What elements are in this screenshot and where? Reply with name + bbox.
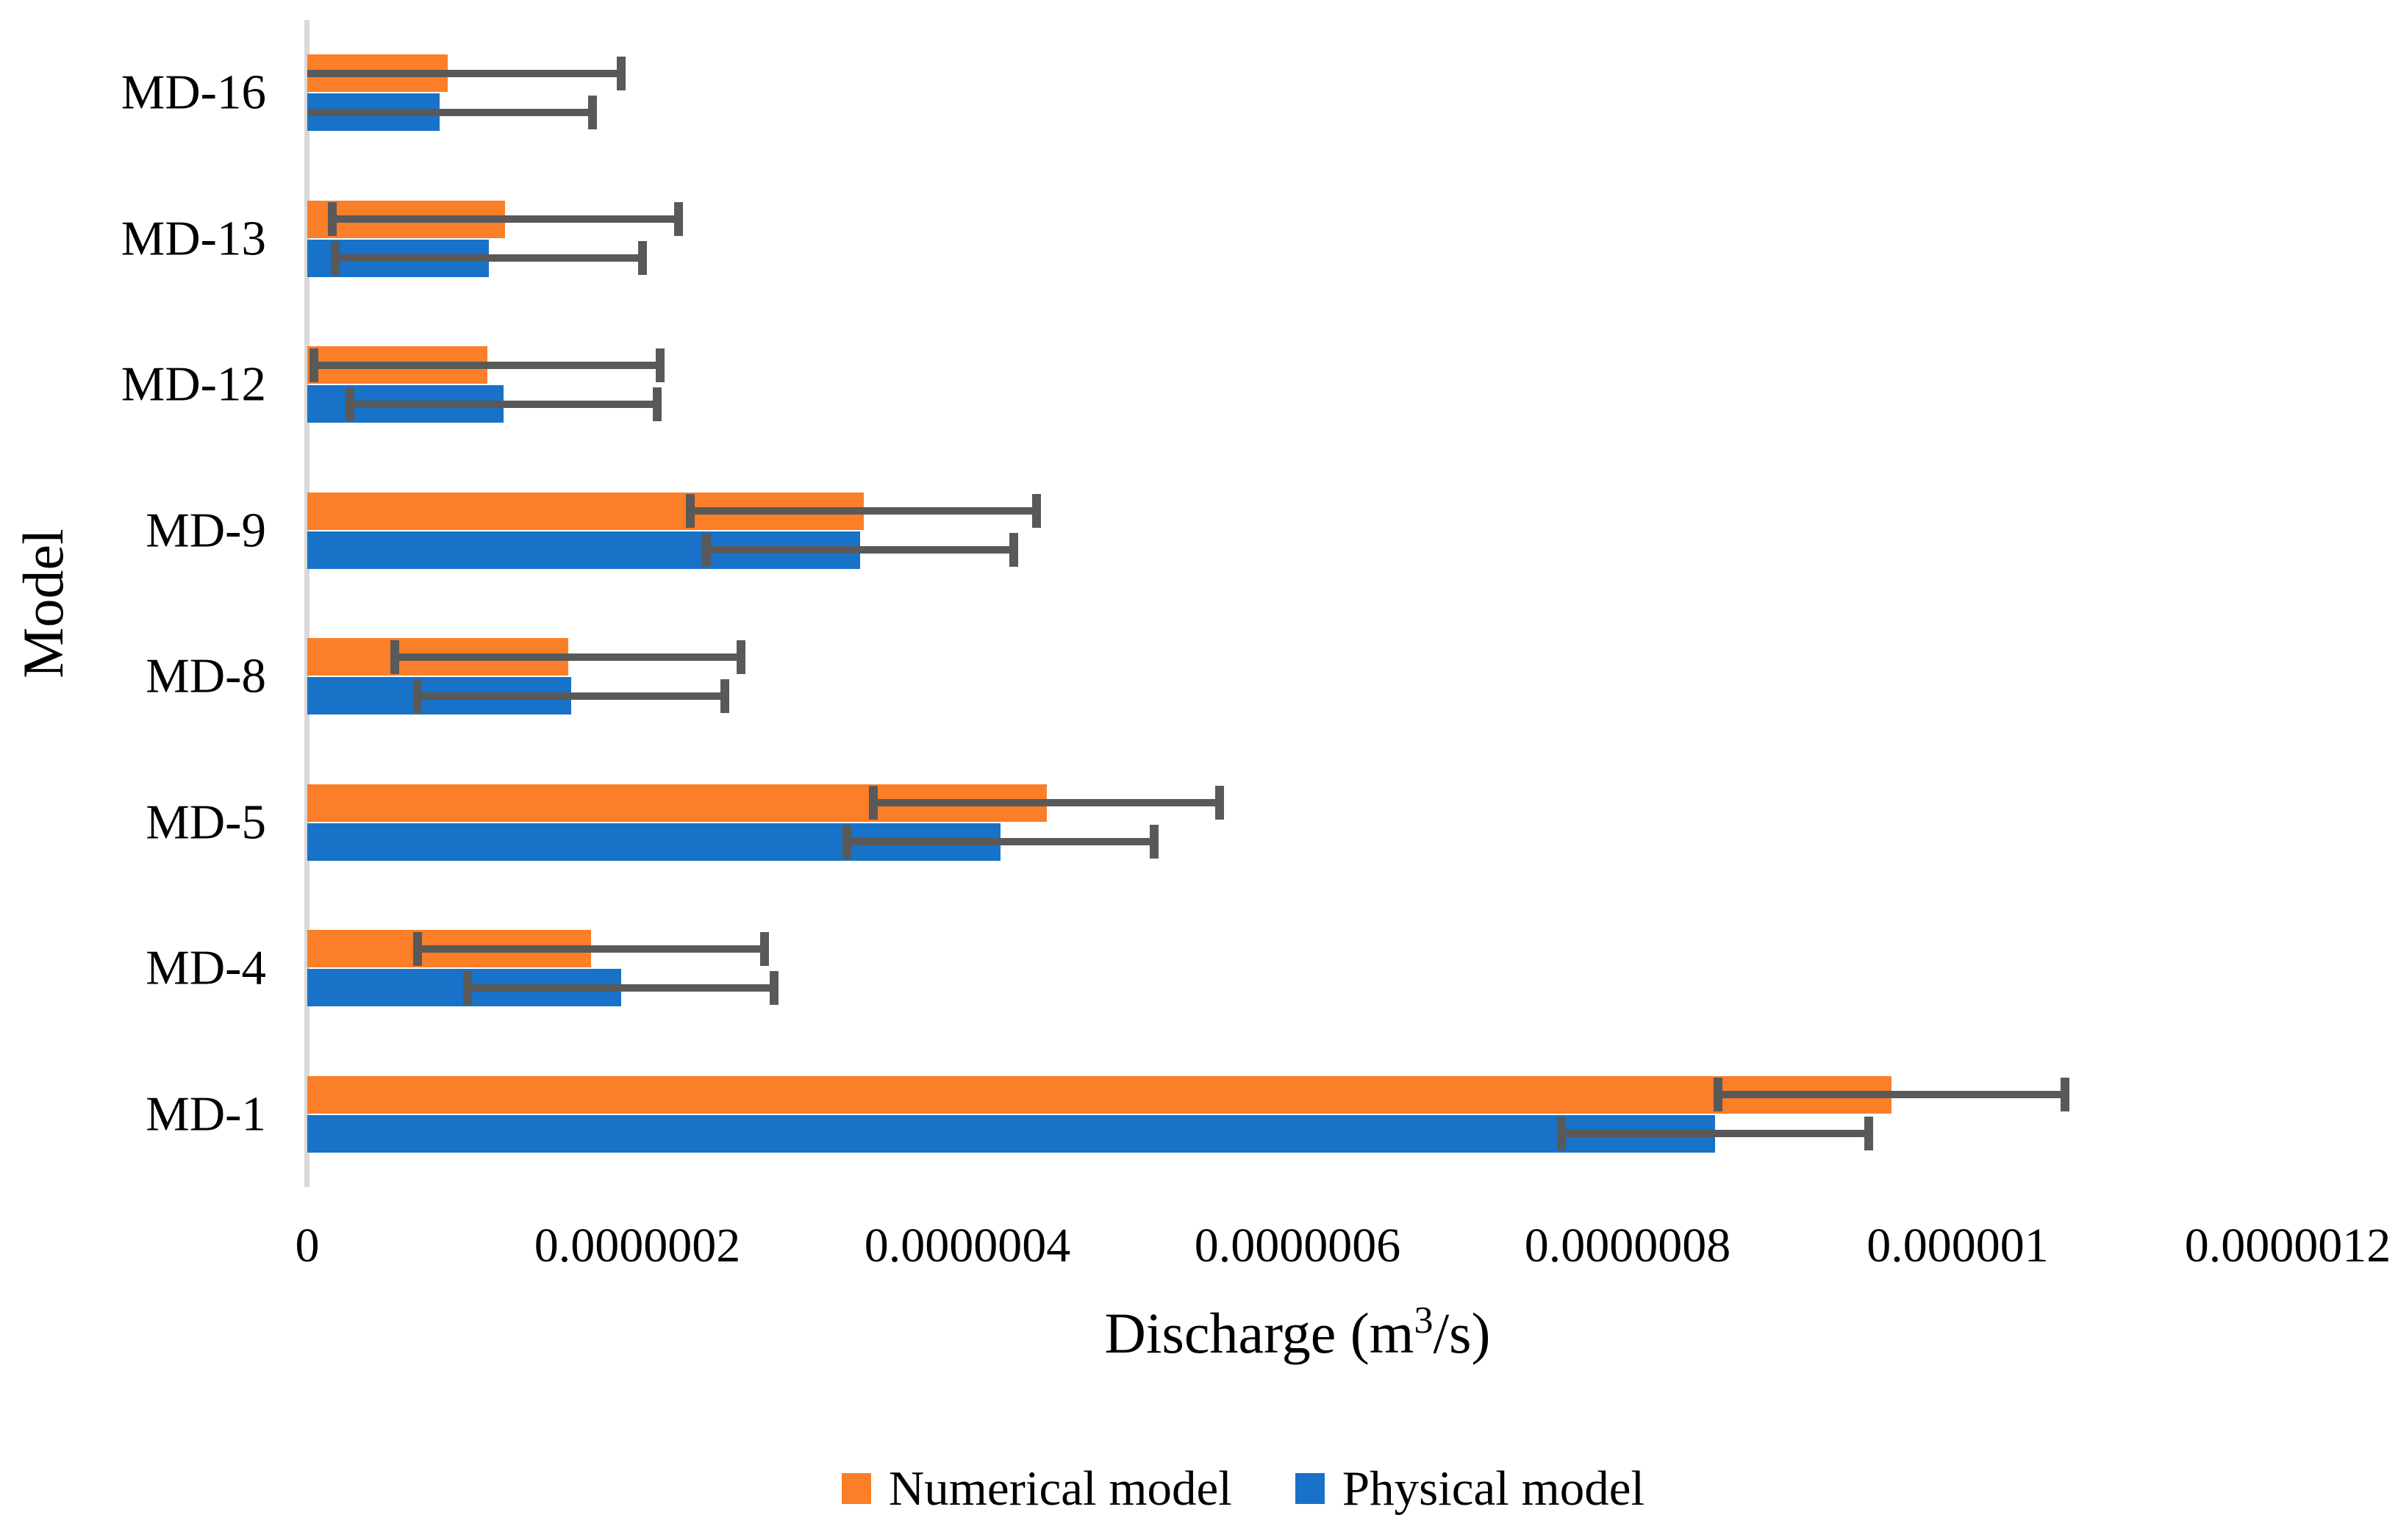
error-bar-physical-md-5 [847,838,1154,845]
error-bar-physical-md-1 [1561,1130,1869,1137]
error-bar-cap-right-physical-md-9 [1009,533,1018,567]
error-bar-cap-left-numerical-md-8 [390,640,399,674]
error-bar-numerical-md-1 [1718,1091,2064,1098]
x-tick-label-0.0000002: 0.0000002 [534,1219,741,1272]
error-bar-numerical-md-8 [395,653,741,661]
x-tick-label-0.000001: 0.000001 [1866,1219,2049,1272]
legend: Numerical model Physical model [0,1461,2398,1516]
error-bar-cap-right-physical-md-13 [638,241,647,275]
x-tick-label-0.0000006: 0.0000006 [1194,1219,1401,1272]
error-bar-cap-right-numerical-md-13 [674,202,683,236]
error-bar-cap-right-numerical-md-4 [760,932,769,966]
error-bar-physical-md-12 [350,401,657,408]
error-bar-physical-md-8 [418,692,725,700]
legend-item-numerical-model: Numerical model [841,1461,1232,1516]
error-bar-cap-left-physical-md-9 [702,533,711,567]
error-bar-cap-right-physical-md-5 [1150,825,1159,859]
error-bar-cap-left-physical-md-4 [463,971,472,1005]
error-bar-numerical-md-4 [418,945,764,953]
error-bar-cap-right-physical-md-8 [720,679,729,713]
y-axis-line [304,20,309,1187]
legend-swatch-numerical-model [841,1473,871,1504]
x-tick-label-0.0000008: 0.0000008 [1524,1219,1731,1272]
error-bar-cap-right-physical-md-1 [1864,1117,1873,1150]
category-label-md-12: MD-12 [121,357,266,412]
error-bar-physical-md-13 [335,254,643,262]
x-tick-label-0.0000004: 0.0000004 [864,1219,1071,1272]
bar-physical-md-1 [307,1114,1715,1153]
x-axis-title-superscript: 3 [1414,1300,1434,1342]
error-bar-cap-left-numerical-md-12 [309,348,318,382]
error-bar-cap-right-physical-md-12 [653,387,662,421]
category-label-md-4: MD-4 [146,940,266,995]
error-bar-cap-left-numerical-md-4 [413,932,422,966]
error-bar-cap-right-physical-md-4 [770,971,779,1005]
error-bar-cap-left-physical-md-1 [1557,1117,1566,1150]
plot-area [304,20,2288,1187]
error-bar-cap-right-numerical-md-1 [2061,1078,2069,1111]
x-axis-title-text: Discharge (m [1104,1301,1414,1365]
x-axis-title-suffix: /s) [1433,1301,1491,1365]
bar-numerical-md-1 [307,1075,1891,1114]
category-axis: MD-16 MD-13 MD-12 MD-9 MD-8 MD-5 MD-4 MD-1 [0,20,266,1187]
x-tick-label-0: 0 [295,1219,320,1272]
category-label-md-1: MD-1 [146,1086,266,1142]
error-bar-numerical-md-13 [332,215,679,223]
error-bar-cap-right-numerical-md-9 [1032,494,1041,528]
error-bar-physical-md-16 [307,109,593,116]
error-bar-physical-md-9 [706,546,1014,554]
error-bar-numerical-md-12 [314,362,660,369]
error-bar-cap-left-physical-md-13 [331,241,340,275]
legend-label-physical-model: Physical model [1342,1461,1645,1516]
error-bar-cap-left-physical-md-5 [842,825,851,859]
error-bar-cap-left-numerical-md-1 [1714,1078,1722,1111]
error-bar-numerical-md-9 [690,507,1037,515]
category-label-md-8: MD-8 [146,648,266,703]
error-bar-physical-md-4 [468,984,775,992]
legend-swatch-physical-model [1295,1473,1325,1504]
error-bar-cap-right-numerical-md-12 [656,348,665,382]
error-bar-cap-left-numerical-md-9 [686,494,695,528]
x-axis-tick-labels: 0 0.0000002 0.0000004 0.0000006 0.0000008 0.0… [296,1217,2391,1279]
error-bar-numerical-md-16 [307,70,621,77]
error-bar-numerical-md-5 [873,799,1220,806]
error-bar-cap-left-numerical-md-13 [328,202,337,236]
category-label-md-9: MD-9 [146,503,266,558]
error-bar-cap-left-physical-md-8 [413,679,422,713]
error-bar-cap-left-numerical-md-5 [869,786,878,820]
category-label-md-16: MD-16 [121,65,266,120]
category-label-md-5: MD-5 [146,795,266,850]
category-label-md-13: MD-13 [121,211,266,266]
legend-item-physical-model: Physical model [1295,1461,1644,1516]
x-tick-label-0.0000012: 0.0000012 [2184,1219,2391,1272]
legend-label-numerical-model: Numerical model [888,1461,1232,1516]
error-bar-cap-right-physical-md-16 [588,96,597,129]
error-bar-cap-right-numerical-md-5 [1215,786,1224,820]
error-bar-cap-left-physical-md-12 [346,387,354,421]
x-axis-title: Discharge (m3/s) [307,1300,2288,1367]
error-bar-cap-right-numerical-md-8 [737,640,745,674]
error-bar-cap-right-numerical-md-16 [617,57,626,90]
